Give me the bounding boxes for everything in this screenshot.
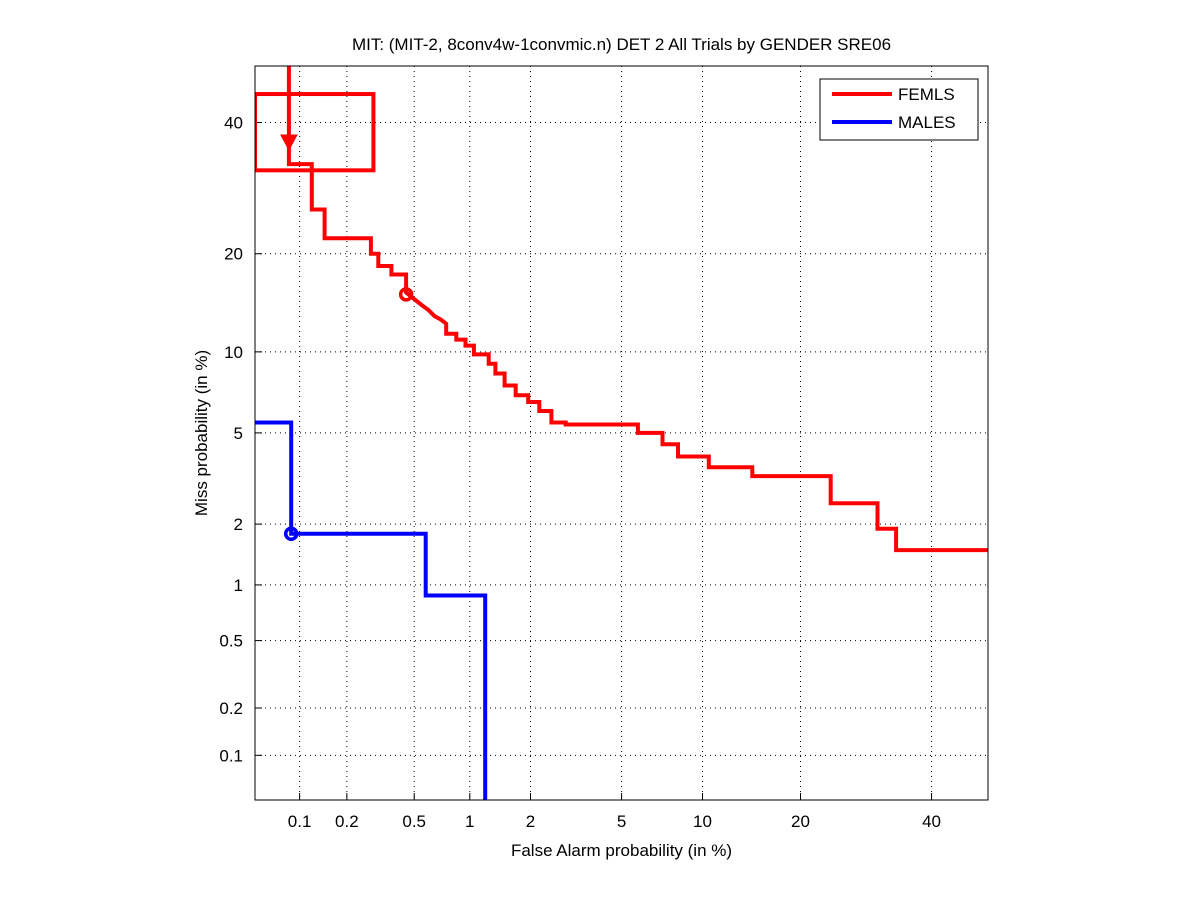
series-line-males: [255, 420, 488, 800]
chart-title: MIT: (MIT-2, 8conv4w-1convmic.n) DET 2 A…: [352, 35, 891, 54]
x-tick-label: 2: [526, 812, 535, 831]
y-axis-label: Miss probability (in %): [192, 350, 211, 516]
plot-area: [255, 66, 988, 800]
y-tick-label: 0.1: [219, 746, 243, 765]
x-tick-label: 5: [617, 812, 626, 831]
x-axis-label: False Alarm probability (in %): [511, 841, 732, 860]
series-group: [255, 66, 988, 800]
x-tick-label: 40: [922, 812, 941, 831]
y-tick-label: 0.5: [219, 632, 243, 651]
legend-label-males: MALES: [898, 113, 956, 132]
legend-box: [819, 78, 979, 141]
x-tick-label: 1: [465, 812, 474, 831]
series-line-femls: [286, 66, 988, 553]
actual-dcf-marker-femls: [280, 134, 298, 152]
min-dcf-marker-males: [283, 526, 299, 542]
x-tick-label: 0.2: [335, 812, 359, 831]
x-tick-label: 0.5: [402, 812, 426, 831]
x-tick-label: 0.1: [288, 812, 312, 831]
legend-label-femls: FEMLS: [898, 85, 955, 104]
y-tick-label: 1: [234, 576, 243, 595]
y-tick-label: 10: [224, 343, 243, 362]
y-tick-label: 0.2: [219, 699, 243, 718]
confidence-box-femls: [255, 92, 376, 173]
y-axis-ticks: 0.1 0.2 0.5 1 2 5 10 20 40: [219, 114, 262, 765]
min-dcf-marker-femls: [398, 287, 414, 302]
axes-box: [254, 65, 989, 801]
x-tick-label: 20: [791, 812, 810, 831]
y-tick-label: 5: [234, 424, 243, 443]
x-axis-ticks: 0.1 0.2 0.5 1 2 5 10 20 40: [288, 793, 941, 831]
y-tick-label: 20: [224, 245, 243, 264]
legend: FEMLS MALES: [819, 78, 979, 141]
y-tick-label: 2: [234, 515, 243, 534]
y-tick-label: 40: [224, 114, 243, 133]
x-tick-label: 10: [693, 812, 712, 831]
